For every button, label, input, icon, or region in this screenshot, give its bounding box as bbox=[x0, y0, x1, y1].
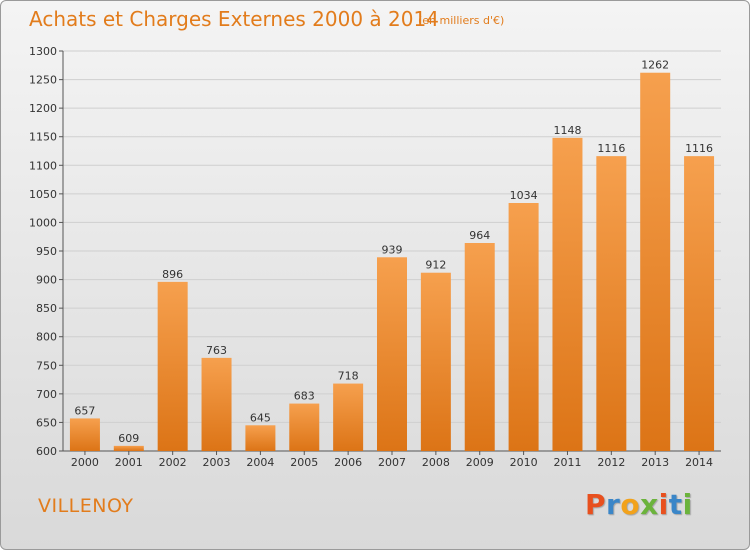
logo-letter: i bbox=[658, 488, 669, 521]
y-tick-label: 1250 bbox=[29, 74, 57, 87]
x-tick-label: 2000 bbox=[71, 456, 99, 469]
data-label: 939 bbox=[382, 243, 403, 256]
bar bbox=[113, 445, 144, 451]
x-tick-label: 2006 bbox=[334, 456, 362, 469]
logo-letter: x bbox=[640, 488, 659, 521]
logo-letter: i bbox=[682, 488, 693, 521]
x-tick-label: 2010 bbox=[510, 456, 538, 469]
x-tick-label: 2004 bbox=[246, 456, 274, 469]
data-label: 964 bbox=[469, 229, 490, 242]
data-label: 1148 bbox=[553, 124, 581, 137]
y-tick-label: 850 bbox=[36, 302, 57, 315]
x-tick-label: 2005 bbox=[290, 456, 318, 469]
bar bbox=[596, 156, 627, 451]
chart-subtitle: (en milliers d'€) bbox=[418, 14, 505, 27]
x-tick-label: 2013 bbox=[641, 456, 669, 469]
bar bbox=[157, 281, 188, 451]
data-label: 1034 bbox=[510, 189, 538, 202]
x-tick-label: 2007 bbox=[378, 456, 406, 469]
labels: 2000 657 2001 609 2002 896 2003 763 2004 645 2005 6… bbox=[71, 59, 713, 469]
y-tick-label: 600 bbox=[36, 445, 57, 458]
x-tick-label: 2008 bbox=[422, 456, 450, 469]
x-tick-label: 2001 bbox=[115, 456, 143, 469]
place-name: VILLENOY bbox=[38, 495, 134, 517]
y-tick-label: 950 bbox=[36, 245, 57, 258]
data-label: 718 bbox=[338, 370, 359, 383]
x-tick-label: 2011 bbox=[553, 456, 581, 469]
data-label: 896 bbox=[162, 268, 183, 281]
y-tick-label: 650 bbox=[36, 416, 57, 429]
data-label: 683 bbox=[294, 390, 315, 403]
data-label: 1116 bbox=[685, 142, 713, 155]
data-label: 763 bbox=[206, 344, 227, 357]
bar bbox=[552, 137, 583, 451]
y-tick-label: 1000 bbox=[29, 216, 57, 229]
bars bbox=[69, 72, 715, 451]
logo-letter: P bbox=[585, 488, 607, 521]
x-tick-label: 2002 bbox=[159, 456, 187, 469]
x-tick-label: 2014 bbox=[685, 456, 713, 469]
x-tick-label: 2003 bbox=[203, 456, 231, 469]
logo-letter: r bbox=[606, 488, 621, 521]
bar bbox=[464, 243, 495, 451]
data-label: 609 bbox=[118, 432, 139, 445]
bar bbox=[245, 425, 276, 451]
bar bbox=[69, 418, 100, 451]
proxiti-logo[interactable]: Proxiti bbox=[585, 488, 693, 521]
bar bbox=[289, 403, 320, 451]
bar bbox=[201, 357, 232, 451]
y-tick-label: 1100 bbox=[29, 159, 57, 172]
bar bbox=[508, 203, 539, 451]
bar bbox=[377, 257, 407, 451]
bar bbox=[333, 383, 364, 451]
data-label: 1262 bbox=[641, 59, 669, 72]
logo-letter: t bbox=[668, 488, 683, 521]
y-tick-label: 1300 bbox=[29, 45, 57, 58]
bar bbox=[420, 272, 451, 451]
y-tick-label: 750 bbox=[36, 359, 57, 372]
bar bbox=[640, 72, 671, 451]
y-tick-label: 800 bbox=[36, 331, 57, 344]
x-tick-label: 2009 bbox=[466, 456, 494, 469]
logo-letter: o bbox=[620, 488, 641, 521]
y-tick-label: 900 bbox=[36, 274, 57, 287]
y-tick-label: 1050 bbox=[29, 188, 57, 201]
x-tick-label: 2012 bbox=[597, 456, 625, 469]
data-label: 657 bbox=[74, 404, 95, 417]
bar bbox=[684, 156, 715, 451]
data-label: 1116 bbox=[597, 142, 625, 155]
y-tick-label: 1200 bbox=[29, 102, 57, 115]
data-label: 912 bbox=[425, 259, 446, 272]
chart-title: Achats et Charges Externes 2000 à 2014 bbox=[29, 7, 439, 31]
data-label: 645 bbox=[250, 411, 271, 424]
y-tick-label: 1150 bbox=[29, 131, 57, 144]
y-tick-label: 700 bbox=[36, 388, 57, 401]
